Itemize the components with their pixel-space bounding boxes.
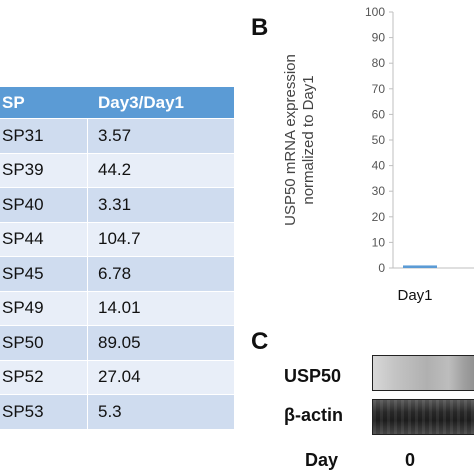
y-tick-label: 10 xyxy=(372,235,386,249)
y-tick-label: 80 xyxy=(372,56,386,70)
header-sp: SP xyxy=(2,92,25,112)
ratio-cell: 3.57 xyxy=(98,125,132,145)
ratio-cell: 6.78 xyxy=(98,263,132,283)
y-tick-label: 40 xyxy=(372,159,386,173)
ratio-cell: 3.31 xyxy=(98,194,132,214)
table-row: SP50 89.05 xyxy=(0,325,234,360)
y-tick-label: 60 xyxy=(372,107,386,121)
sp-id-cell: SP53 xyxy=(0,395,88,429)
actin-blot-band xyxy=(372,399,474,435)
table-header: SP Day3/Day1 xyxy=(0,87,234,118)
bar-day1 xyxy=(403,265,437,268)
day-label: Day xyxy=(305,450,339,470)
ratio-cell: 104.7 xyxy=(98,229,141,249)
sp-id-cell: SP40 xyxy=(0,188,88,222)
sp-id-cell: SP44 xyxy=(0,222,88,256)
header-ratio: Day3/Day1 xyxy=(98,92,185,112)
table-row: SP53 5.3 xyxy=(0,394,234,429)
y-tick-label: 50 xyxy=(372,133,386,147)
usp50-mrna-chart: 0 10 20 30 40 50 60 70 80 90 100 xyxy=(365,5,474,275)
sp-id-cell: SP50 xyxy=(0,326,88,360)
ratio-cell: 14.01 xyxy=(98,298,141,318)
y-tick-label: 20 xyxy=(372,210,386,224)
x-tick-label: Day1 xyxy=(397,287,433,304)
day-value: 0 xyxy=(405,450,416,470)
y-tick-label: 0 xyxy=(378,261,385,275)
y-tick-label: 70 xyxy=(372,82,386,96)
ratio-cell: 44.2 xyxy=(98,160,132,180)
sp-id-cell: SP39 xyxy=(0,153,88,187)
ratio-cell: 89.05 xyxy=(98,332,141,352)
table-row: SP31 3.57 xyxy=(0,118,234,153)
y-tick-label: 30 xyxy=(372,184,386,198)
ratio-cell: 5.3 xyxy=(98,401,122,421)
sp-table: SP Day3/Day1 SP31 3.57 SP39 44.2 SP40 3.31 SP4… xyxy=(0,87,234,429)
ratio-cell: 27.04 xyxy=(98,367,141,387)
panel-label-b: B xyxy=(251,14,269,41)
sp-id-cell: SP31 xyxy=(0,119,88,153)
table-row: SP52 27.04 xyxy=(0,359,234,394)
y-axis-title-line2: normalized to Day1 xyxy=(300,75,317,205)
table-row: SP40 3.31 xyxy=(0,187,234,222)
y-axis-title-line1: USP50 mRNA expression xyxy=(282,54,299,226)
usp50-blot-band xyxy=(372,355,474,391)
table-row: SP39 44.2 xyxy=(0,152,234,187)
sp-id-cell: SP45 xyxy=(0,257,88,291)
sp-id-cell: SP52 xyxy=(0,360,88,394)
actin-blot-label: β-actin xyxy=(284,405,343,425)
table-row: SP45 6.78 xyxy=(0,256,234,291)
usp50-blot-label: USP50 xyxy=(284,366,342,386)
panel-label-c: C xyxy=(251,328,269,355)
y-tick-label: 100 xyxy=(365,5,385,19)
sp-id-cell: SP49 xyxy=(0,291,88,325)
table-row: SP49 14.01 xyxy=(0,290,234,325)
y-tick-label: 90 xyxy=(372,31,386,45)
table-row: SP44 104.7 xyxy=(0,221,234,256)
y-axis-title: USP50 mRNA expression normalized to Day1 xyxy=(282,54,318,226)
